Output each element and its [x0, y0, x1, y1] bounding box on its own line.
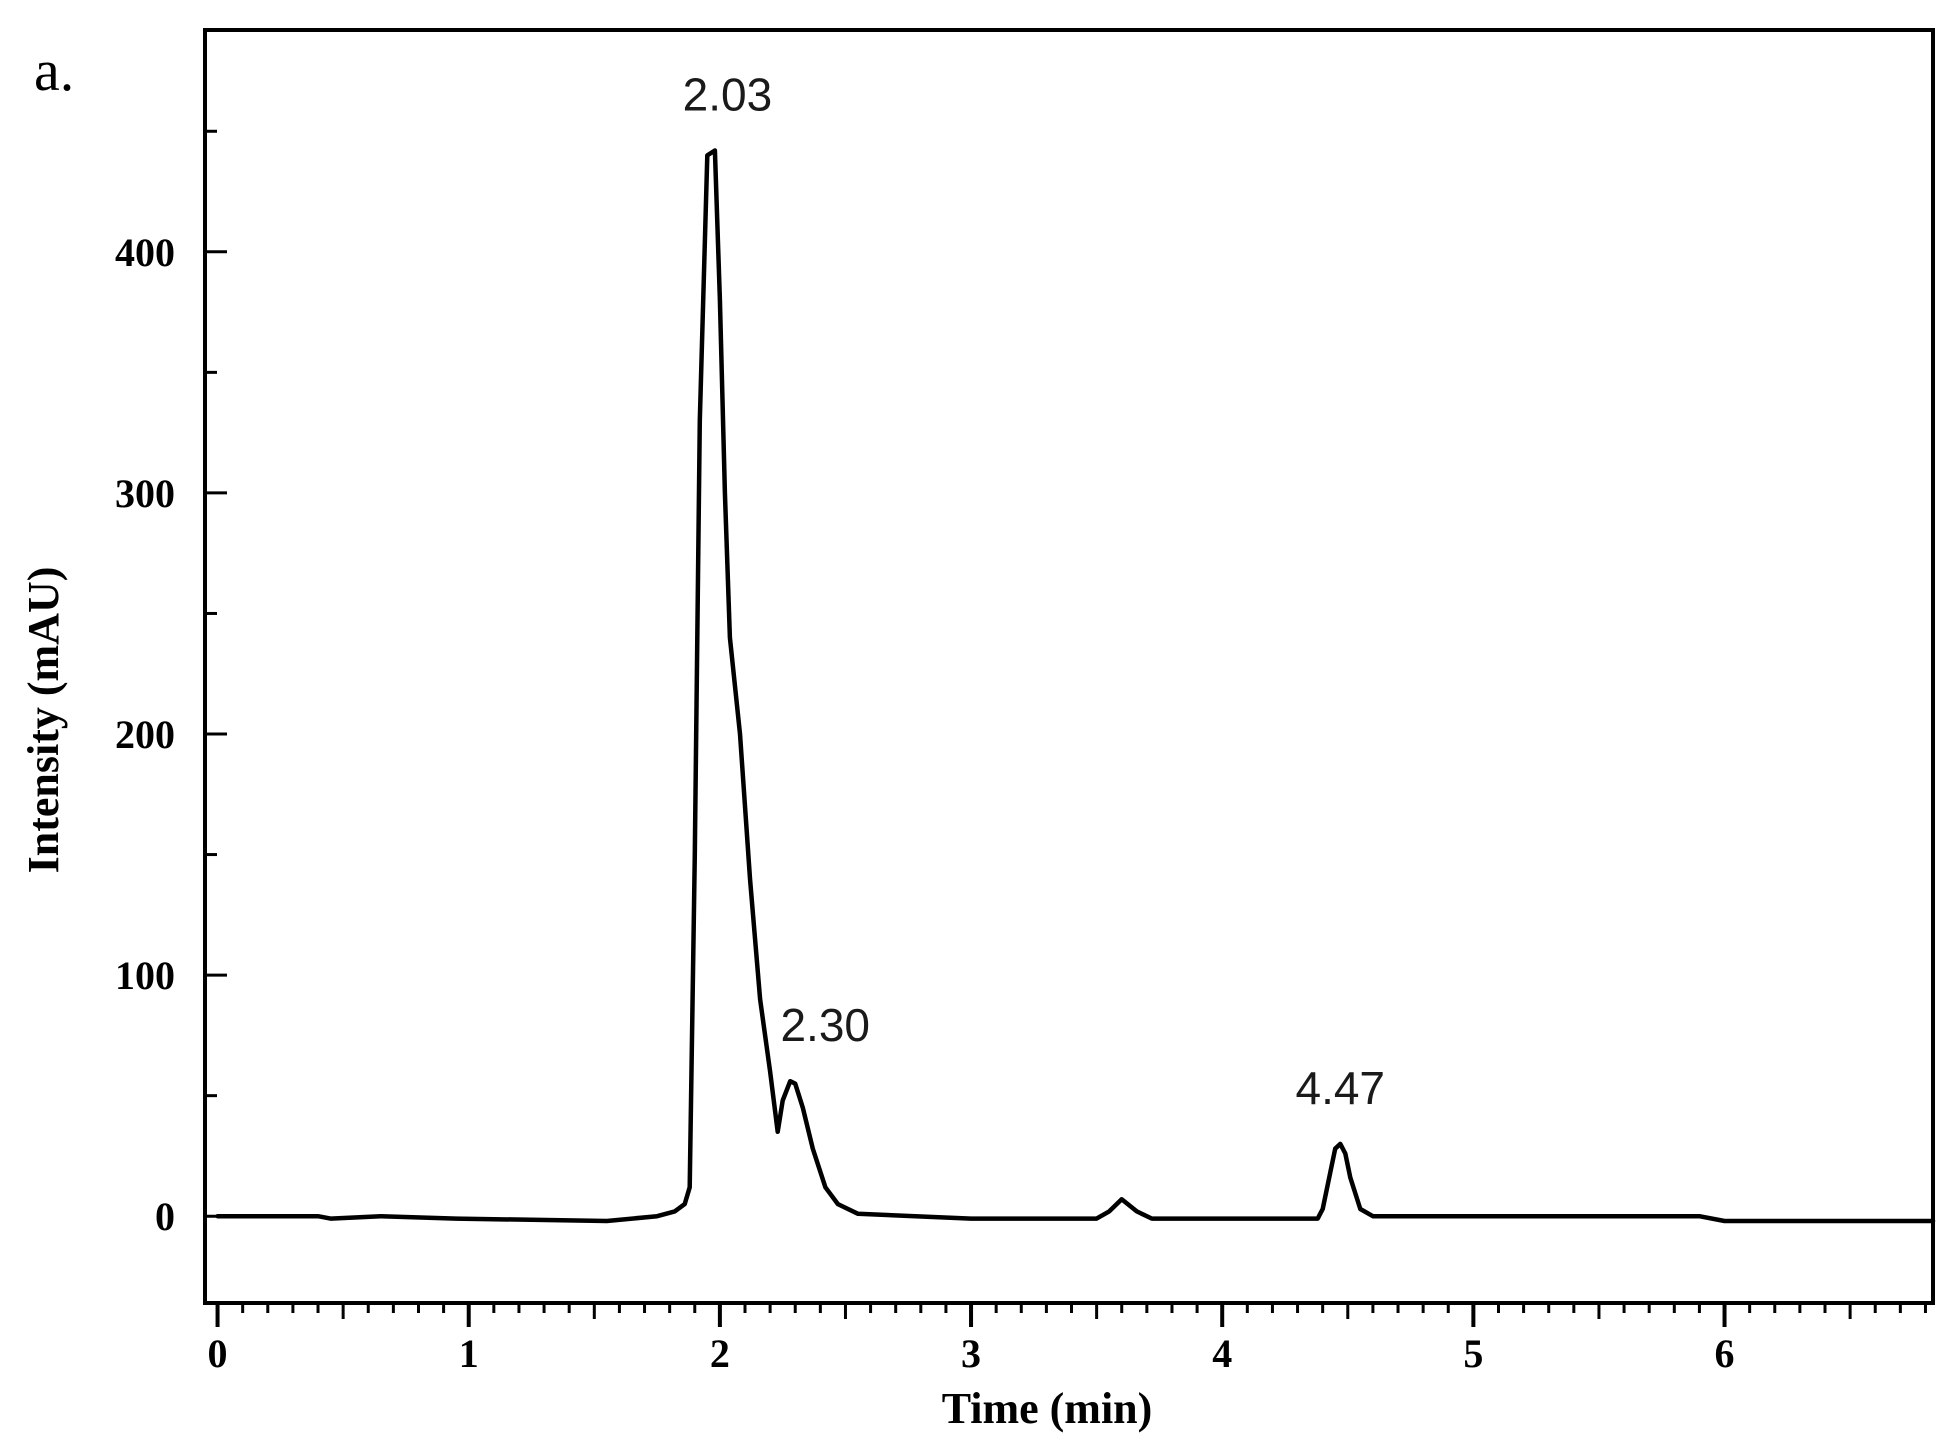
x-axis-ticks: 0 1 2 3 4 5 6: [208, 1303, 1927, 1376]
peak-label: 2.30: [780, 999, 870, 1051]
x-tick-label: 3: [961, 1331, 981, 1376]
y-tick-label: 200: [115, 712, 175, 757]
plot-area-frame: [203, 28, 1935, 1305]
peak-labels: 2.03 2.30 4.47: [683, 69, 1385, 1114]
peak-label: 2.03: [683, 69, 773, 121]
y-axis-title: Intensity (mAU): [19, 567, 68, 874]
x-tick-label: 5: [1463, 1331, 1483, 1376]
peak-label: 4.47: [1295, 1062, 1385, 1114]
y-tick-label: 100: [115, 953, 175, 998]
y-tick-label: 400: [115, 230, 175, 275]
chromatogram-trace: [215, 148, 1936, 1224]
y-axis-ticks: 0 100 200 300 400: [115, 129, 227, 1239]
x-tick-label: 6: [1715, 1331, 1735, 1376]
y-tick-label: 0: [155, 1194, 175, 1239]
x-tick-label: 4: [1212, 1331, 1232, 1376]
panel-label: a.: [34, 38, 74, 103]
x-tick-label: 1: [459, 1331, 479, 1376]
x-tick-label: 2: [710, 1331, 730, 1376]
x-axis-title: Time (min): [942, 1384, 1153, 1433]
y-tick-label: 300: [115, 471, 175, 516]
x-tick-label: 0: [208, 1331, 228, 1376]
